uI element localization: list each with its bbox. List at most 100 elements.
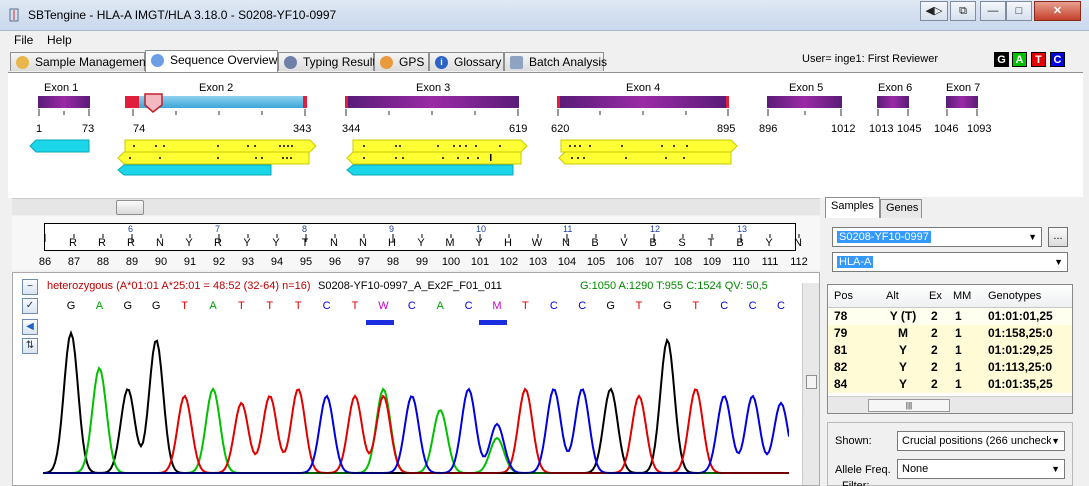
base-call[interactable]: T xyxy=(522,300,529,312)
exon-start: 1013 xyxy=(869,123,894,135)
scrollbar-thumb[interactable]: ||| xyxy=(868,399,950,412)
col-genotypes[interactable]: Genotypes xyxy=(988,290,1042,302)
trace-vertical-scrollbar[interactable] xyxy=(802,283,819,485)
exon-overview[interactable]: Exon 1 Exon 2 Exon 3 Exon 4 Exon 5 Exon … xyxy=(8,73,1083,198)
position-number: 98 xyxy=(386,256,400,268)
tab-batch-analysis[interactable]: Batch Analysis xyxy=(504,52,607,71)
browse-button[interactable]: ... xyxy=(1048,227,1068,247)
base-call[interactable]: C xyxy=(549,300,558,312)
menu-file[interactable]: File xyxy=(14,33,34,47)
back-forward-button[interactable]: ◀▷ xyxy=(920,1,948,21)
codon-number: 11 xyxy=(563,224,573,234)
scrollbar-thumb[interactable] xyxy=(806,375,817,389)
base-call[interactable]: G xyxy=(123,300,133,312)
consensus-letter: R xyxy=(69,237,77,249)
cell-pos: 78 xyxy=(834,309,848,323)
col-pos[interactable]: Pos xyxy=(834,290,853,302)
table-row[interactable]: 81 Y 2 1 01:01:29,25 xyxy=(828,342,1072,359)
base-call[interactable]: T xyxy=(266,300,274,312)
table-row[interactable]: 82 Y 2 1 01:113,25:0 xyxy=(828,359,1072,376)
col-alt[interactable]: Alt xyxy=(886,290,899,302)
base-call[interactable]: T xyxy=(351,300,359,312)
codon-number: 6 xyxy=(128,224,134,234)
position-number: 97 xyxy=(357,256,371,268)
base-call[interactable]: C xyxy=(777,300,785,312)
exon-label: Exon 6 xyxy=(878,82,913,94)
left-arrow-icon[interactable]: ◀ xyxy=(22,319,38,335)
zoom-out-icon[interactable]: − xyxy=(22,279,38,295)
table-row[interactable]: 84 Y 2 1 01:01:35,25 xyxy=(828,376,1072,393)
exon-bar[interactable] xyxy=(946,96,978,108)
base-call[interactable]: C xyxy=(407,300,416,312)
shown-select[interactable]: Crucial positions (266 uncheck ▼ xyxy=(897,431,1065,451)
base-call[interactable]: A xyxy=(209,300,217,312)
sample-select[interactable]: S0208-YF10-0997 ▼ xyxy=(832,227,1042,247)
exon-bar[interactable] xyxy=(125,96,307,108)
base-call[interactable]: T xyxy=(635,300,643,312)
exon-start: 1 xyxy=(36,123,43,135)
chevron-down-icon: ▼ xyxy=(1028,232,1037,242)
grid-horizontal-scrollbar[interactable]: ||| xyxy=(828,396,1072,413)
allele-freq-select[interactable]: None ▼ xyxy=(897,459,1065,479)
consensus-letter: Y xyxy=(272,237,280,249)
cursor-marker-icon[interactable] xyxy=(143,92,165,114)
exon-bar[interactable] xyxy=(767,96,842,108)
base-call[interactable]: C xyxy=(464,300,473,312)
base-call[interactable]: C xyxy=(322,300,331,312)
base-call[interactable]: T xyxy=(692,300,700,312)
trace-g xyxy=(43,330,789,474)
menu-help[interactable]: Help xyxy=(47,33,72,47)
base-call[interactable]: G xyxy=(66,300,76,312)
checkbox-icon[interactable]: ✓ xyxy=(22,298,38,314)
consensus-letter: Y xyxy=(765,237,773,249)
position-number: 100 xyxy=(441,256,461,268)
col-ex[interactable]: Ex xyxy=(929,290,942,302)
consensus-letter: N xyxy=(359,237,367,249)
base-call[interactable]: A xyxy=(95,300,104,312)
chromatogram-panel[interactable]: − ✓ ◀ ⇅ heterozygous (A*01:01 A*25:01 = … xyxy=(12,272,820,486)
exon-bar[interactable] xyxy=(38,96,90,108)
base-call[interactable]: T xyxy=(181,300,188,312)
restore-windows-icon[interactable]: ⧉ xyxy=(950,1,976,21)
tab-sequence-overview[interactable]: Sequence Overview xyxy=(145,50,278,72)
close-button[interactable]: ✕ xyxy=(1034,1,1081,21)
maximize-button[interactable]: □ xyxy=(1006,1,1032,21)
base-call[interactable]: G xyxy=(663,300,672,312)
tab-samples[interactable]: Samples xyxy=(825,197,880,218)
gps-icon xyxy=(380,56,393,69)
col-mm[interactable]: MM xyxy=(953,290,972,302)
tab-gps[interactable]: GPS xyxy=(374,52,429,71)
tab-sample-management[interactable]: Sample Management xyxy=(10,52,149,71)
base-call[interactable]: C xyxy=(748,300,757,312)
position-number: 107 xyxy=(644,256,664,268)
base-call[interactable]: C xyxy=(578,300,587,312)
exon-bar[interactable] xyxy=(877,96,909,108)
read-arrows[interactable] xyxy=(8,137,768,177)
consensus-letter: R xyxy=(214,237,222,249)
overview-scrollbar[interactable] xyxy=(12,198,820,215)
base-call[interactable]: C xyxy=(720,300,729,312)
scrollbar-thumb[interactable] xyxy=(116,200,144,215)
tab-genes[interactable]: Genes xyxy=(880,199,922,218)
gene-select[interactable]: HLA-A ▼ xyxy=(832,252,1068,272)
exon-bar[interactable] xyxy=(557,96,729,108)
exon-end: 1093 xyxy=(967,123,992,135)
table-row[interactable]: 78 Y (T) 2 1 01:01:01,25 xyxy=(828,308,1072,326)
exon-bar[interactable] xyxy=(345,96,519,108)
base-call[interactable]: A xyxy=(436,300,444,312)
tab-glossary[interactable]: i Glossary xyxy=(429,52,504,71)
base-call[interactable]: W xyxy=(378,300,389,312)
minimize-button[interactable]: — xyxy=(980,1,1006,21)
base-call[interactable]: T xyxy=(238,300,245,312)
base-call[interactable]: T xyxy=(294,300,302,312)
sort-icon[interactable]: ⇅ xyxy=(22,338,38,354)
table-row[interactable]: 79 M 2 1 01:158,25:0 xyxy=(828,325,1072,342)
base-call[interactable]: M xyxy=(492,300,502,312)
ambiguity-marker xyxy=(479,320,507,325)
base-call[interactable]: G xyxy=(606,300,615,312)
base-call[interactable]: G xyxy=(151,300,161,312)
tab-typing-result[interactable]: Typing Result xyxy=(278,52,376,71)
positions-grid[interactable]: Pos Alt Ex MM Genotypes 78 Y (T) 2 1 01:01:0… xyxy=(827,284,1073,414)
typing-result-icon xyxy=(284,56,297,69)
